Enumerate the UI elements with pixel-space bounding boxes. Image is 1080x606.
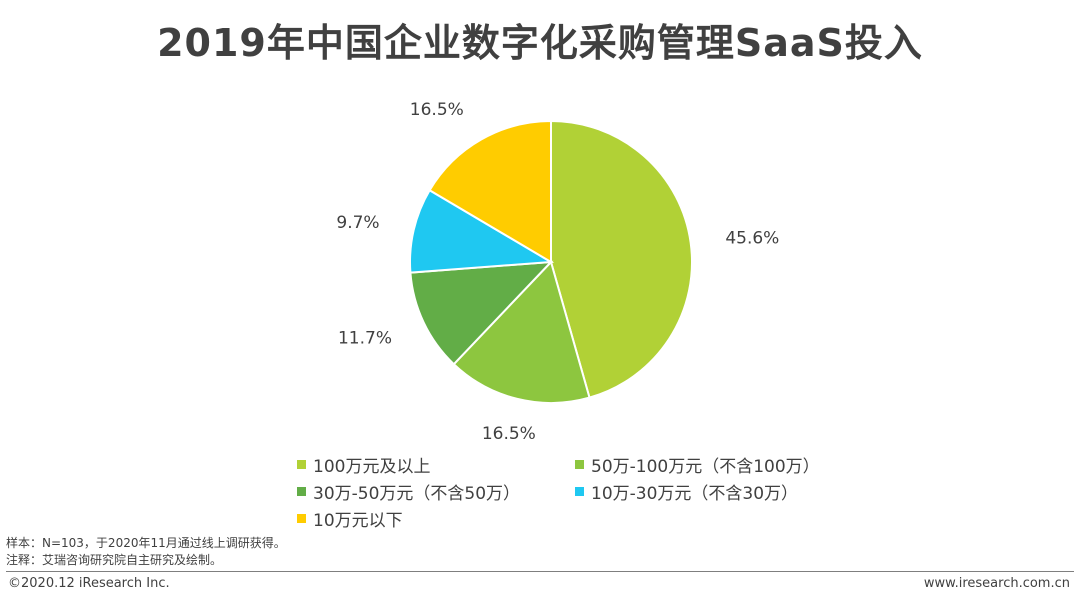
legend-swatch (297, 514, 306, 523)
chart-notes: 样本：N=103，于2020年11月通过线上调研获得。 注释：艾瑞咨询研究院自主… (6, 535, 286, 569)
legend-swatch (297, 487, 306, 496)
pie-slice (452, 260, 591, 404)
source-note: 注释：艾瑞咨询研究院自主研究及绘制。 (6, 553, 223, 567)
pie-slice (409, 188, 555, 274)
legend-swatch (575, 487, 584, 496)
pie-slice (409, 260, 554, 366)
legend-item: 30万-50万元（不含50万） (297, 479, 520, 504)
legend-label: 10万元以下 (313, 511, 403, 531)
sample-note: 样本：N=103，于2020年11月通过线上调研获得。 (6, 536, 286, 550)
legend-label: 30万-50万元（不含50万） (313, 484, 521, 504)
legend-item: 50万-100万元（不含100万） (575, 452, 820, 477)
legend-swatch (297, 460, 306, 469)
legend-label: 50万-100万元（不含100万） (591, 457, 820, 477)
legend-item: 10万元以下 (297, 506, 403, 531)
website-link[interactable]: www.iresearch.com.cn (923, 576, 1070, 591)
footer-divider (6, 571, 1074, 572)
legend-label: 10万-30万元（不含30万） (591, 484, 799, 504)
chart-title: 2019年中国企业数字化采购管理SaaS投入 (157, 21, 923, 65)
legend-swatch (575, 460, 584, 469)
legend-item: 10万-30万元（不含30万） (575, 479, 798, 504)
slice-data-label: 11.7% (338, 328, 392, 348)
slice-data-label: 16.5% (410, 100, 464, 120)
copyright-text: ©2020.12 iResearch Inc. (8, 576, 170, 591)
pie-slice (428, 119, 552, 264)
legend-item: 100万元及以上 (297, 452, 430, 477)
slice-data-label: 16.5% (482, 424, 536, 444)
slice-data-label: 9.7% (336, 213, 379, 233)
legend-label: 100万元及以上 (313, 457, 431, 477)
pie-slice (550, 119, 693, 399)
slice-data-label: 45.6% (725, 229, 779, 249)
